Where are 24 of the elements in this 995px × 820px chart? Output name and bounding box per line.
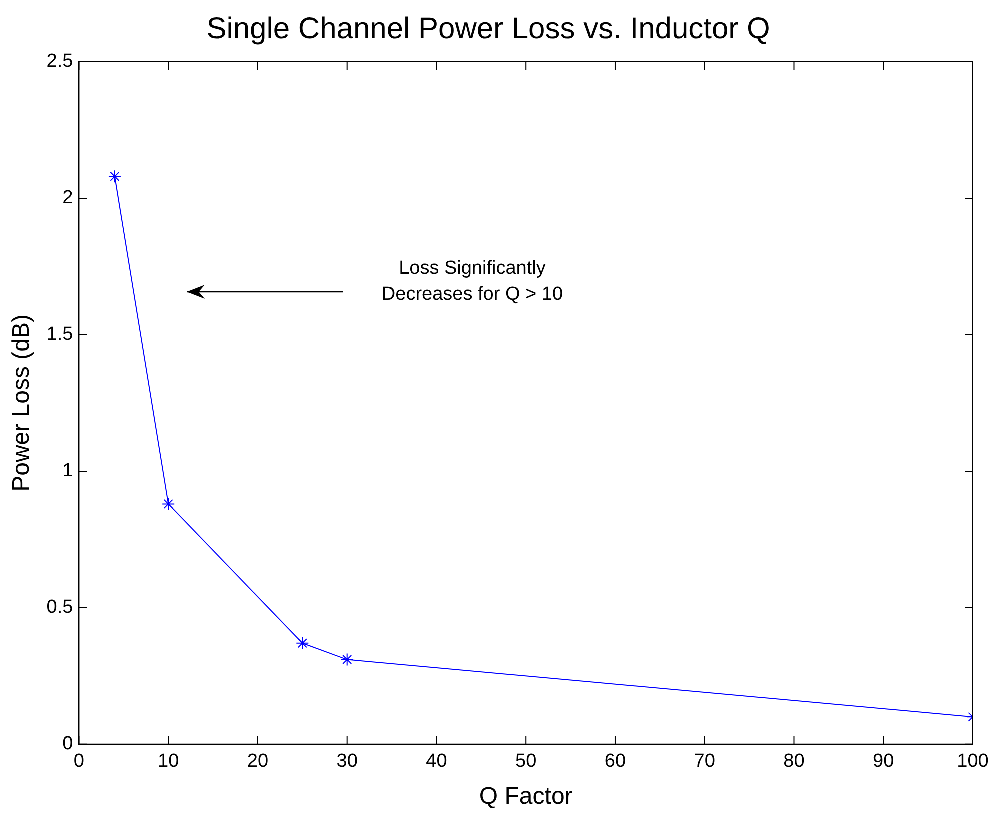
x-tick-label: 70	[694, 751, 716, 772]
x-tick-label: 10	[158, 751, 180, 772]
annotation: Loss Significantly Decreases for Q > 10	[382, 257, 564, 308]
point	[296, 636, 310, 650]
x-tick-label: 40	[426, 751, 448, 772]
x-tick-label: 30	[336, 751, 358, 772]
point	[340, 653, 354, 666]
x-tick-label: 100	[957, 751, 989, 772]
y-tick-label: 2.5	[46, 51, 74, 72]
y-tick-label: 0	[62, 734, 74, 755]
point	[162, 498, 176, 511]
x-tick-label: 20	[247, 751, 269, 772]
y-tick-label: 2	[62, 188, 74, 209]
x-tick-label: 80	[784, 751, 805, 772]
x-tick-label: 90	[873, 751, 894, 772]
y-tick-label: 0.5	[46, 597, 74, 618]
x-tick-label: 60	[604, 751, 626, 772]
y-tick-label: 1	[62, 460, 74, 482]
x-tick-label: 50	[516, 751, 537, 772]
y-tick-label: 1.5	[46, 324, 74, 346]
x-axis-title: Q Factor	[479, 783, 573, 810]
y-axis-title: Power Loss (dB)	[8, 314, 36, 492]
point	[108, 170, 122, 184]
chart-title: Single Channel Power Loss vs. Inductor Q	[206, 12, 770, 46]
